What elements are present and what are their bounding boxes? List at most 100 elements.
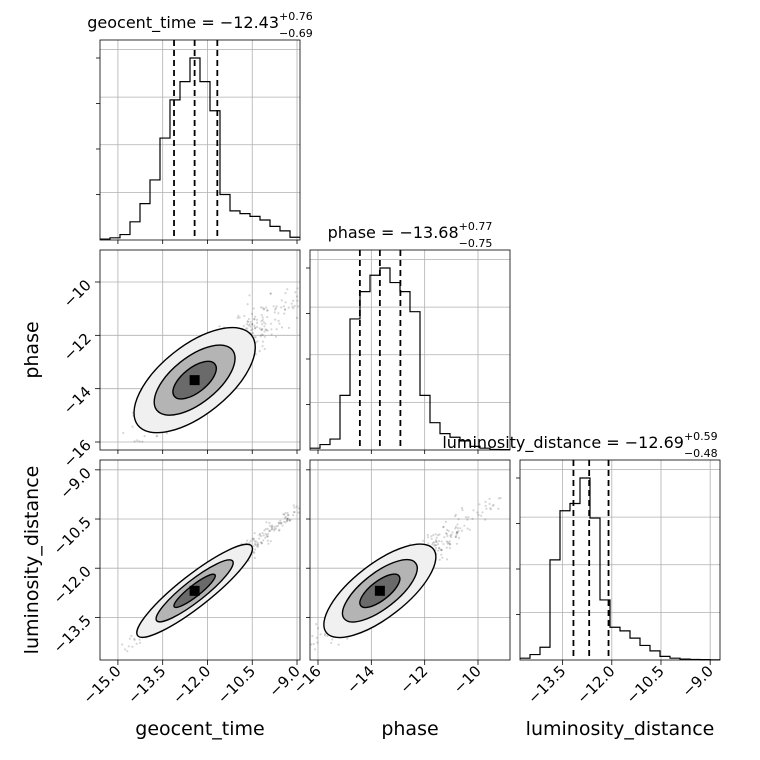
scatter-point	[266, 539, 269, 542]
scatter-point	[488, 502, 491, 505]
scatter-point	[273, 525, 276, 528]
scatter-point	[266, 535, 270, 538]
scatter-point	[264, 536, 267, 539]
scatter-point	[477, 514, 480, 517]
scatter-point	[262, 321, 265, 324]
scatter-point	[279, 522, 282, 525]
scatter-point	[323, 632, 326, 636]
x-tick-label-geocent_time: −10.5	[214, 662, 259, 707]
scatter-point	[253, 324, 256, 327]
scatter-point	[260, 320, 263, 323]
scatter-point	[445, 546, 448, 549]
scatter-point	[278, 528, 281, 531]
scatter-point	[269, 292, 272, 295]
scatter-point	[143, 435, 146, 438]
scatter-point	[275, 305, 278, 308]
scatter-point	[121, 643, 124, 646]
scatter-point	[155, 435, 158, 438]
scatter-point	[254, 548, 257, 551]
scatter-point	[256, 321, 259, 324]
title-phase: phase = −13.68+0.77	[328, 220, 493, 242]
scatter-point	[431, 543, 434, 546]
scatter-point	[433, 544, 436, 547]
scatter-point	[165, 432, 168, 435]
scatter-point	[311, 635, 314, 638]
scatter-point	[270, 322, 273, 325]
scatter-point	[287, 306, 290, 309]
scatter-point	[266, 309, 269, 312]
scatter-point	[270, 333, 273, 336]
scatter-point	[260, 314, 263, 317]
scatter-point	[274, 318, 277, 321]
scatter-point	[439, 548, 442, 551]
scatter-point	[488, 497, 491, 500]
scatter-point	[284, 308, 287, 311]
scatter-point	[247, 317, 250, 321]
scatter-point	[292, 514, 295, 517]
scatter-point	[156, 434, 159, 437]
x-tick-label-phase: −14	[343, 662, 378, 697]
scatter-point	[438, 558, 441, 561]
histogram-phase	[310, 267, 510, 451]
scatter-point	[433, 541, 436, 544]
scatter-point	[133, 638, 136, 642]
scatter-point	[273, 528, 276, 531]
scatter-point	[440, 540, 443, 543]
scatter-point	[280, 521, 283, 524]
scatter-point	[260, 323, 264, 326]
scatter-point	[324, 634, 327, 637]
scatter-point	[434, 544, 437, 547]
scatter-point	[261, 318, 264, 321]
scatter-point	[260, 541, 263, 545]
scatter-point	[284, 521, 287, 524]
scatter-point	[249, 320, 252, 323]
scatter-point	[454, 527, 457, 530]
scatter-point	[441, 556, 444, 559]
scatter-point	[252, 550, 255, 554]
scatter-point	[261, 532, 264, 535]
scatter-point	[248, 294, 251, 297]
y-tick-label-luminosity_distance: −9.0	[56, 464, 94, 502]
scatter-point	[266, 329, 269, 332]
scatter-point	[248, 323, 251, 326]
scatter-point	[276, 524, 279, 527]
scatter-point	[293, 506, 296, 509]
scatter-point	[497, 497, 501, 500]
scatter-point	[467, 516, 470, 519]
scatter-point	[457, 529, 460, 533]
scatter-point	[288, 519, 292, 522]
scatter-point	[254, 542, 257, 546]
scatter-geocent_time-luminosity_distance	[121, 504, 301, 653]
scatter-point	[270, 526, 274, 529]
scatter-point	[261, 340, 264, 343]
scatter-point	[297, 511, 300, 514]
grid-1-2	[310, 460, 510, 660]
scatter-point	[263, 529, 266, 532]
scatter-point	[258, 327, 261, 330]
scatter-point	[446, 535, 449, 538]
scatter-point	[254, 336, 257, 339]
panel-frame-geocent_time-phase	[99, 249, 301, 451]
y-axis-label-phase: phase	[21, 321, 43, 378]
scatter-point	[238, 316, 241, 319]
scatter-point	[313, 648, 317, 651]
scatter-point	[448, 540, 451, 543]
scatter-point	[258, 350, 261, 353]
scatter-point	[457, 536, 461, 540]
histogram-luminosity_distance	[520, 477, 720, 661]
scatter-point	[435, 540, 438, 544]
x-tick-label-geocent_time: −15.0	[80, 662, 125, 707]
scatter-point	[438, 539, 441, 543]
scatter-point	[256, 541, 259, 545]
scatter-point	[432, 534, 435, 537]
scatter-point	[277, 522, 280, 525]
scatter-point	[289, 518, 292, 521]
scatter-point	[268, 530, 271, 533]
scatter-point	[316, 641, 319, 644]
scatter-point	[250, 312, 253, 315]
scatter-point	[130, 634, 133, 638]
scatter-point	[270, 528, 273, 531]
scatter-point	[236, 316, 239, 319]
y-tick-label-phase: −10	[60, 276, 95, 311]
scatter-point	[265, 306, 268, 309]
